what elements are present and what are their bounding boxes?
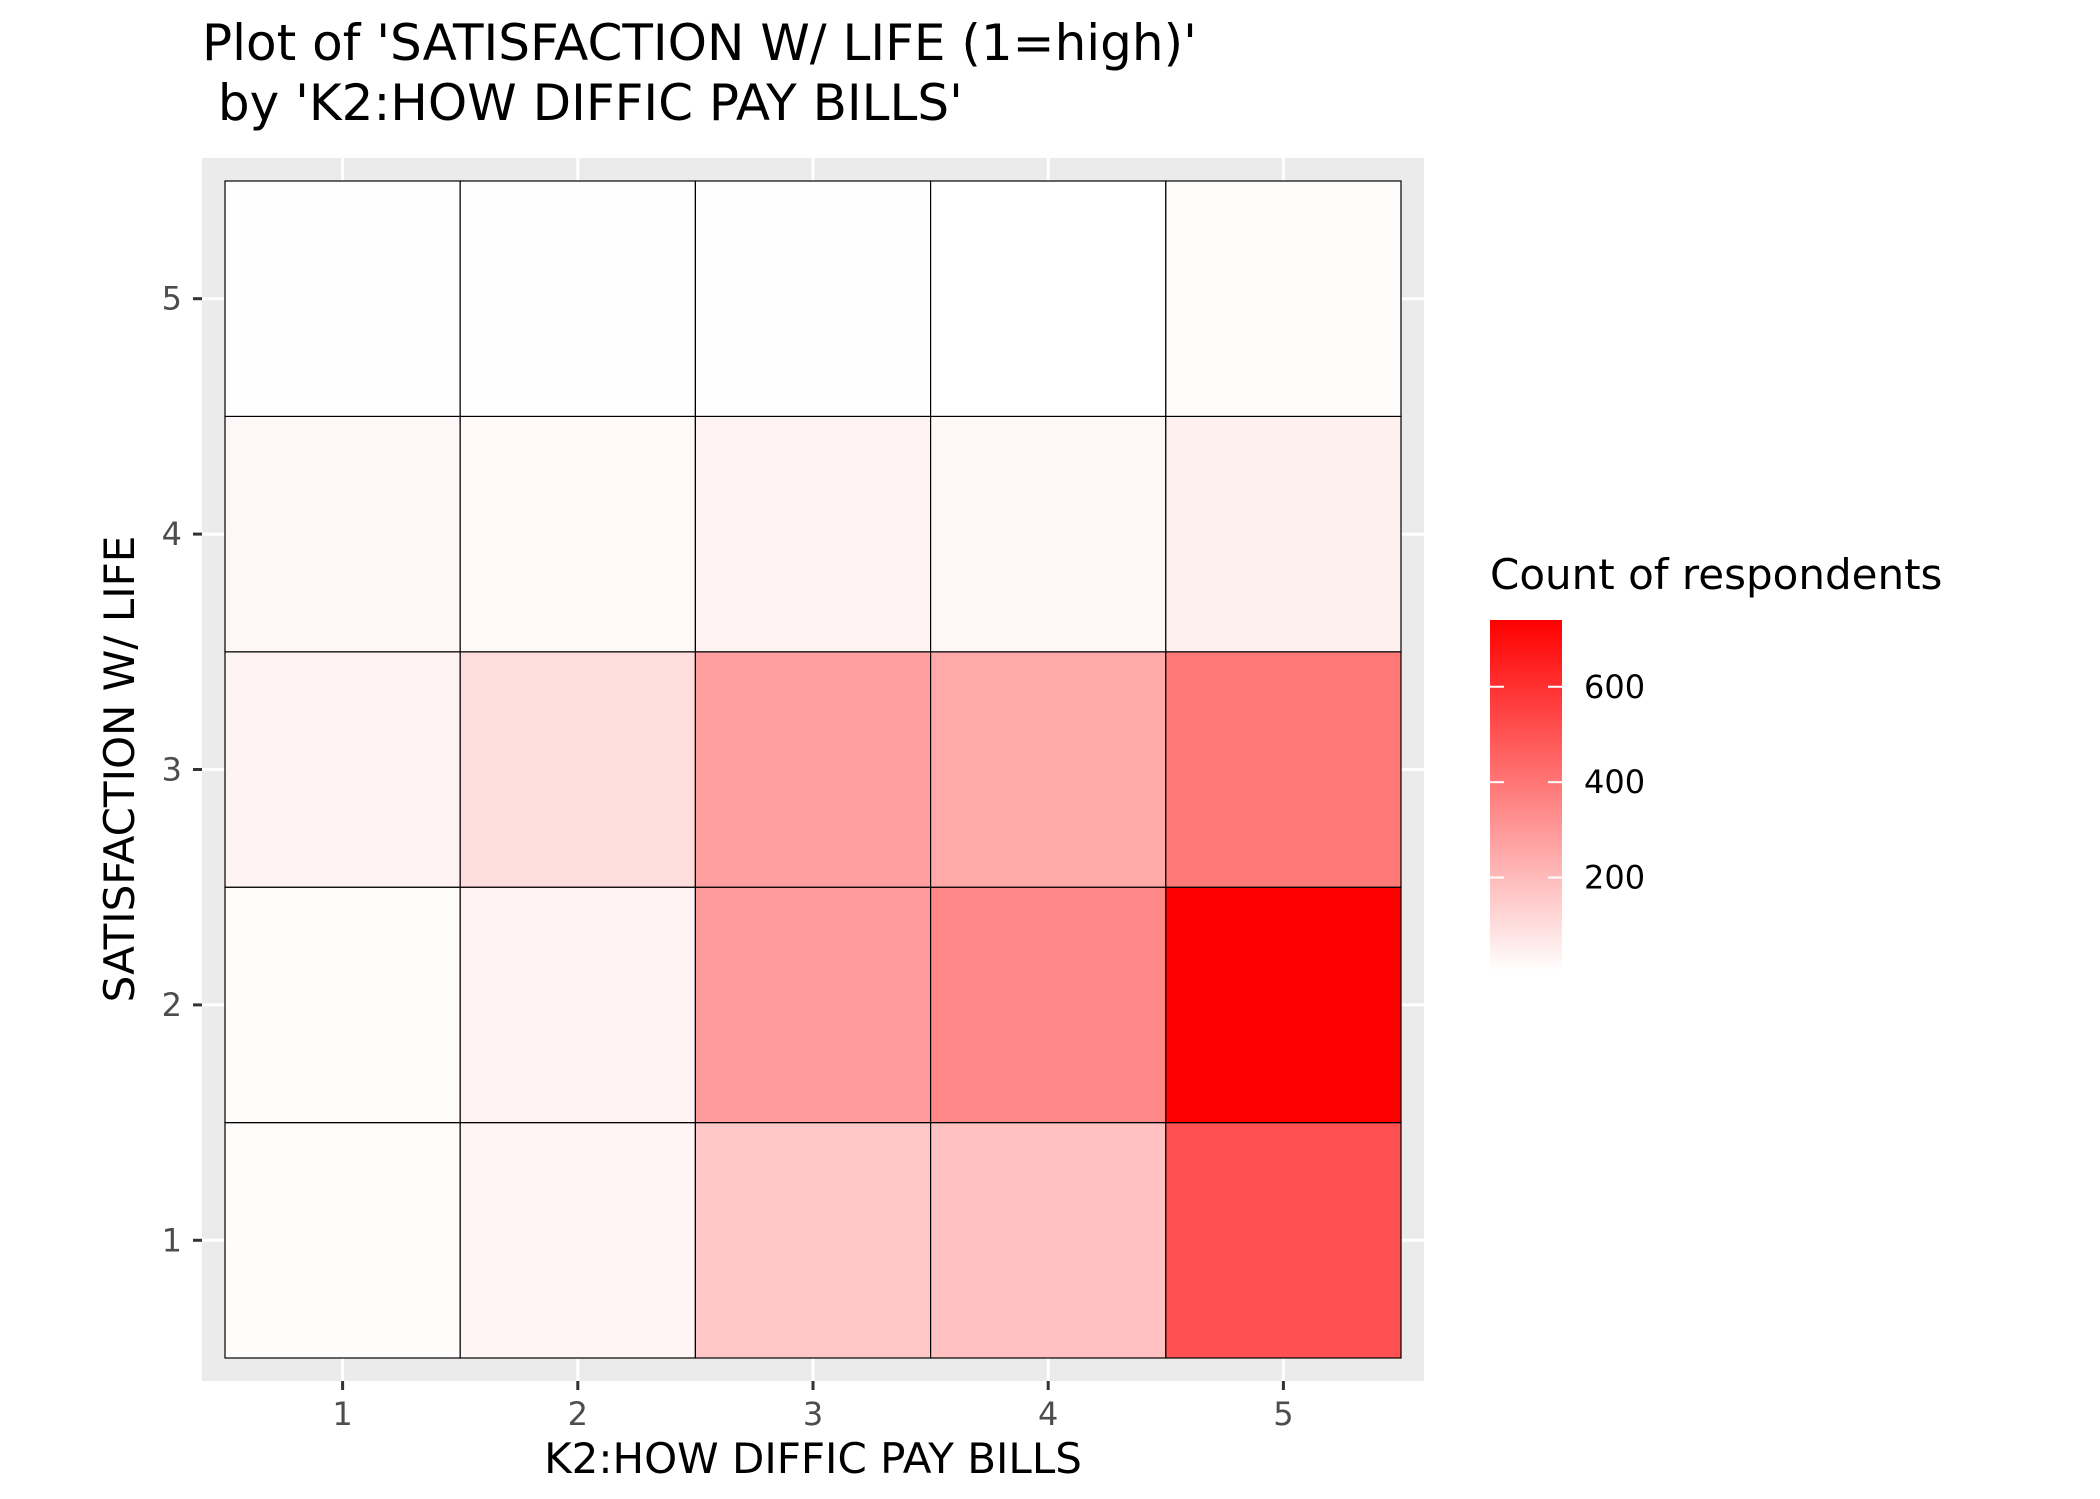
legend-colorbar: [1490, 620, 1562, 972]
heatmap-cell-x4-y5: [929, 180, 1167, 417]
heatmap-cell-x4-y2: [929, 886, 1167, 1124]
heatmap-cell-x4-y1: [929, 1121, 1167, 1359]
x-tick-label-2: 2: [568, 1395, 588, 1433]
legend-tick-label-400: 400: [1584, 763, 1645, 801]
heatmap-cell-x3-y2: [694, 886, 932, 1124]
heatmap-cell-x4-y3: [929, 651, 1167, 888]
heatmap-cell-x5-y4: [1165, 415, 1402, 653]
legend-ticks: 200 400 600: [1490, 668, 1645, 897]
heatmap-cell-x1-y2: [224, 886, 461, 1124]
x-axis-ticks: 1 2 3 4 5: [332, 1381, 1294, 1433]
heatmap-cell-x5-y2: [1165, 886, 1402, 1124]
heatmap-cell-x3-y3: [694, 651, 932, 888]
heatmap-cell-x5-y5: [1165, 180, 1402, 417]
heatmap-cell-x5-y3: [1165, 651, 1402, 888]
heatmap-cell-x2-y2: [459, 886, 697, 1124]
heatmap-cell-x3-y1: [694, 1121, 932, 1359]
x-tick-label-1: 1: [332, 1395, 352, 1433]
heatmap-cell-x3-y5: [694, 180, 932, 417]
x-tick-label-5: 5: [1273, 1395, 1293, 1433]
heatmap-cell-x2-y5: [459, 180, 697, 417]
heatmap-cell-x1-y1: [224, 1121, 461, 1359]
heatmap-cells: [224, 180, 1402, 1359]
heatmap-cell-x2-y1: [459, 1121, 697, 1359]
heatmap-cell-x2-y4: [459, 415, 697, 653]
y-tick-label-1: 1: [162, 1221, 182, 1259]
x-tick-label-4: 4: [1038, 1395, 1058, 1433]
y-axis-ticks: 1 2 3 4 5: [162, 280, 202, 1259]
heatmap-cell-x1-y3: [224, 651, 461, 888]
chart-title-line2: by 'K2:HOW DIFFIC PAY BILLS': [202, 74, 963, 132]
heatmap-cell-x2-y3: [459, 651, 697, 888]
y-axis-title: SATISFACTION W/ LIFE: [95, 536, 144, 1003]
legend-tick-label-200: 200: [1584, 859, 1645, 897]
heatmap-cell-x5-y1: [1165, 1121, 1402, 1359]
y-tick-label-3: 3: [162, 751, 182, 789]
heatmap-cell-x4-y4: [929, 415, 1167, 653]
heatmap-cell-x1-y4: [224, 415, 461, 653]
x-axis-title: K2:HOW DIFFIC PAY BILLS: [544, 1434, 1082, 1483]
legend-tick-label-600: 600: [1584, 668, 1645, 706]
x-tick-label-3: 3: [803, 1395, 823, 1433]
y-tick-label-4: 4: [162, 515, 182, 553]
heatmap-cell-x3-y4: [694, 415, 932, 653]
chart-title-line1: Plot of 'SATISFACTION W/ LIFE (1=high)': [202, 14, 1197, 72]
legend-title: Count of respondents: [1490, 550, 1942, 599]
y-tick-label-2: 2: [162, 986, 182, 1024]
y-tick-label-5: 5: [162, 280, 182, 318]
heatmap-cell-x1-y5: [224, 180, 461, 417]
